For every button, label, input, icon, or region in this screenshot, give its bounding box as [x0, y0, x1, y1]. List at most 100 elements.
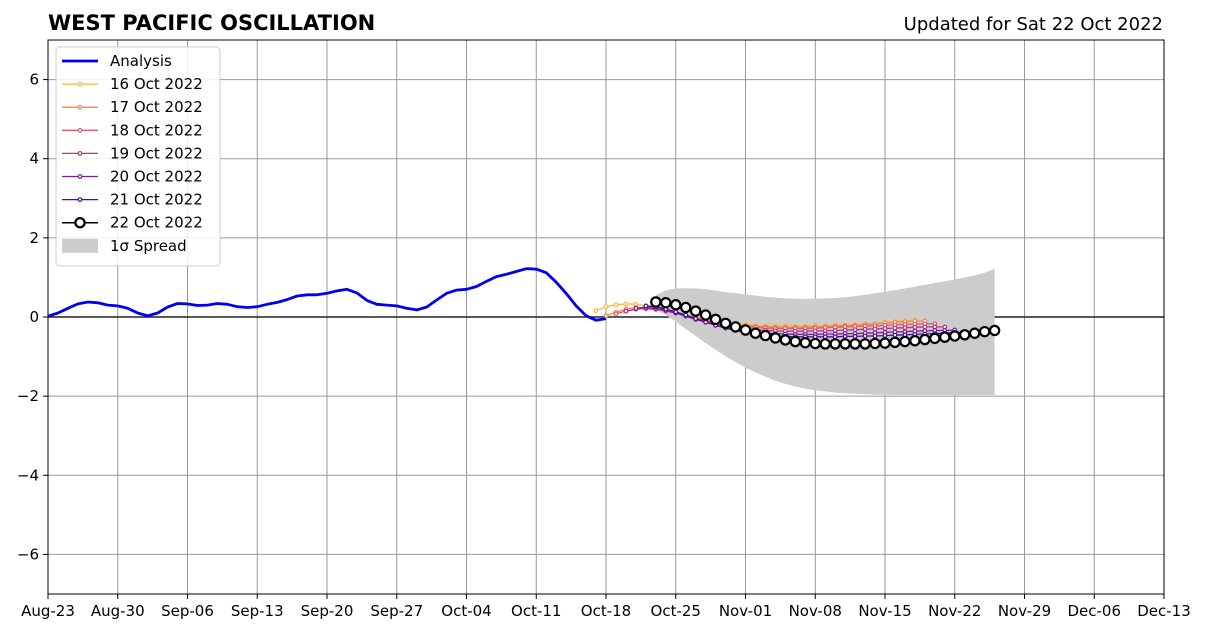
forecast-point: [623, 308, 629, 314]
forecast-point: [939, 331, 951, 343]
forecast-point: [779, 334, 792, 346]
legend-marker: [77, 104, 83, 110]
legend-label: 16 Oct 2022: [110, 75, 203, 93]
forecast-point: [892, 325, 898, 331]
forecast-point: [909, 335, 921, 347]
forecast-point: [683, 312, 689, 318]
x-tick-label: Nov-15: [858, 602, 911, 620]
series-analysis: [47, 267, 607, 322]
x-tick-label: Nov-22: [928, 602, 981, 620]
series-22-oct-2022: [650, 296, 1001, 350]
forecast-point: [839, 338, 851, 350]
forecast-point: [859, 338, 871, 350]
legend-entry: 18 Oct 2022: [62, 121, 203, 139]
forecast-point: [869, 337, 881, 350]
forecast-point: [819, 338, 831, 350]
chart-title: WEST PACIFIC OSCILLATION: [48, 11, 375, 35]
forecast-point: [643, 303, 649, 309]
forecast-point: [822, 334, 828, 340]
legend-marker: [77, 150, 83, 156]
forecast-point: [829, 338, 841, 350]
forecast-point: [852, 333, 858, 339]
forecast-point: [842, 333, 848, 339]
legend-box: [55, 46, 221, 267]
forecast-point: [633, 305, 639, 311]
forecast-point: [739, 324, 752, 336]
forecast-point: [978, 325, 991, 338]
legend-marker: [77, 81, 83, 87]
x-axis: Aug-23 Aug-30 Sep-06 Sep-13 Sep-20 Sep-27 Oct-…: [21, 594, 1191, 620]
forecast-point: [882, 326, 888, 331]
series-lines: [47, 267, 1001, 350]
legend-entry: 16 Oct 2022: [62, 75, 203, 93]
forecast-point: [912, 324, 918, 330]
x-tick-label: Aug-23: [21, 602, 75, 620]
y-axis: −6 −4 −2 0 2 4 6: [17, 71, 48, 563]
y-tick-label: 6: [29, 71, 39, 89]
forecast-point: [673, 309, 679, 315]
x-tick-label: Dec-13: [1137, 602, 1191, 620]
forecast-point: [872, 333, 878, 339]
forecast-point: [613, 302, 619, 308]
forecast-point: [968, 327, 981, 339]
legend: Analysis 16 Oct 2022 17 Oct 2022 18 Oct 202…: [55, 46, 221, 267]
forecast-point: [660, 297, 672, 309]
forecast-point: [862, 326, 868, 332]
legend-entry: 20 Oct 2022: [62, 168, 203, 186]
forecast-point: [719, 317, 732, 330]
forecast-point: [603, 304, 609, 310]
chart-subtitle: Updated for Sat 22 Oct 2022: [904, 14, 1163, 35]
forecast-point: [872, 326, 878, 332]
forecast-point: [852, 327, 858, 333]
legend-label: 18 Oct 2022: [110, 121, 203, 139]
forecast-point: [680, 301, 692, 314]
legend-label: Analysis: [110, 52, 172, 70]
forecast-point: [832, 334, 838, 340]
forecast-point: [729, 321, 742, 333]
forecast-point: [959, 329, 971, 341]
legend-entry: 22 Oct 2022: [62, 214, 203, 232]
forecast-point: [749, 327, 762, 339]
x-tick-label: Sep-06: [161, 602, 214, 620]
forecast-point: [593, 308, 599, 314]
legend-label: 1σ Spread: [110, 237, 187, 255]
forecast-point: [789, 335, 802, 348]
legend-label: 19 Oct 2022: [110, 144, 203, 162]
legend-marker: [77, 174, 83, 179]
legend-label: 21 Oct 2022: [110, 191, 203, 209]
legend-swatch: [62, 238, 98, 253]
x-tick-label: Oct-25: [651, 602, 701, 620]
x-tick-label: Aug-30: [91, 602, 145, 620]
x-tick-label: Sep-13: [231, 602, 284, 620]
forecast-point: [759, 329, 772, 342]
legend-marker: [74, 216, 86, 229]
forecast-point: [929, 332, 941, 345]
forecast-point: [879, 337, 891, 349]
x-tick-label: Oct-04: [441, 602, 491, 620]
forecast-point: [603, 313, 609, 319]
forecast-point: [949, 330, 961, 342]
y-tick-label: 4: [29, 150, 39, 168]
forecast-point: [799, 337, 811, 349]
legend-entry: 17 Oct 2022: [62, 98, 203, 116]
analysis-line: [47, 267, 607, 322]
forecast-point: [699, 309, 712, 321]
forecast-point: [809, 337, 821, 350]
legend-label: 20 Oct 2022: [110, 168, 203, 186]
forecast-point: [862, 333, 868, 339]
legend-label: 17 Oct 2022: [110, 98, 203, 116]
forecast-point: [703, 319, 709, 325]
x-tick-label: Sep-20: [301, 602, 354, 620]
x-tick-label: Dec-06: [1067, 602, 1121, 620]
forecast-point: [769, 332, 782, 344]
forecast-point: [693, 316, 699, 321]
forecast-point: [902, 325, 908, 331]
forecast-point: [892, 332, 898, 338]
legend-entry: 19 Oct 2022: [62, 144, 203, 162]
forecast-point: [849, 338, 861, 350]
y-tick-label: 2: [29, 229, 39, 247]
x-tick-label: Oct-18: [581, 602, 631, 620]
y-tick-label: 0: [29, 308, 39, 326]
forecast-point: [919, 333, 931, 346]
